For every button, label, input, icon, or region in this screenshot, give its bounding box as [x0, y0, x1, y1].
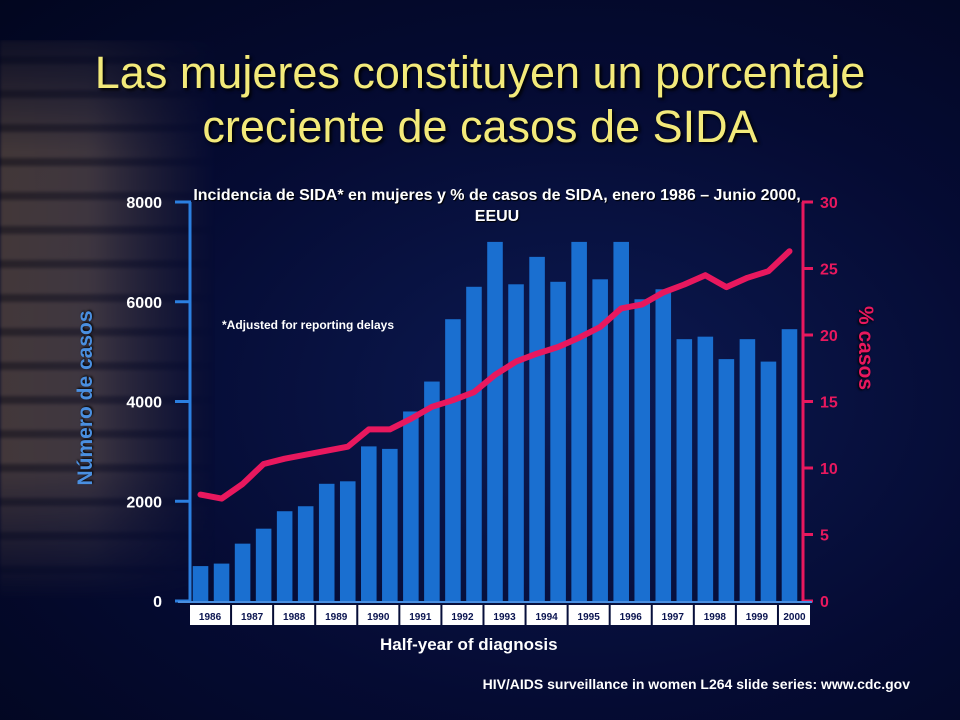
y-axis-right-label: % casos [854, 305, 877, 391]
bar-cases [361, 446, 377, 601]
bar-cases [592, 279, 608, 601]
bar-cases [508, 284, 524, 601]
x-axis-year-label: 1988 [283, 612, 306, 623]
bar-cases [550, 281, 566, 601]
y-axis-left-tick-label: 4000 [126, 395, 162, 412]
y-axis-right-tick-label: 15 [820, 395, 838, 412]
x-axis-year-label: 2000 [783, 612, 806, 623]
x-axis-year-box [484, 605, 525, 625]
y-axis-left-tick-label: 6000 [126, 295, 162, 312]
x-axis-year-label: 1991 [409, 612, 432, 623]
y-axis-left-tick-label: 0 [153, 594, 162, 611]
bar-cases [339, 481, 356, 601]
y-axis-right-tick-label: 0 [820, 594, 829, 611]
x-axis-year-box [652, 605, 693, 625]
y-axis-left-label: Número de casos [74, 310, 97, 486]
bar-cases [697, 336, 714, 601]
x-axis-year-label: 1999 [746, 612, 769, 623]
bar-cases [739, 339, 756, 601]
bar-cases [192, 566, 209, 601]
bar-cases [403, 411, 419, 601]
bar-cases [634, 299, 651, 601]
bar-cases [466, 286, 482, 601]
x-axis-year-label: 1997 [662, 612, 685, 623]
x-axis-year-box [442, 605, 483, 625]
y-axis-right-tick-label: 5 [820, 528, 829, 545]
bar-cases [781, 329, 798, 601]
chart-title: Incidencia de SIDA* en mujeres y % de ca… [193, 187, 801, 225]
bar-cases [424, 381, 440, 601]
bar-cases [297, 506, 314, 601]
line-percent-cases [197, 248, 793, 502]
x-axis-year-box [190, 605, 231, 625]
x-axis-year-box [526, 605, 567, 625]
x-axis-year-label: 1995 [578, 612, 601, 623]
y-axis-left-tick-label: 2000 [126, 494, 162, 511]
x-axis-year-box [274, 605, 315, 625]
slide-title-line-2: creciente de casos de SIDA [202, 101, 758, 152]
x-axis-year-label: 1990 [367, 612, 390, 623]
x-axis-year-box [610, 605, 651, 625]
background-building-photo [0, 40, 215, 600]
x-axis-year-box [568, 605, 609, 625]
y-axis-left-tick-label: 8000 [126, 195, 162, 212]
bar-cases [445, 319, 461, 601]
bar-cases [718, 359, 735, 601]
bar-cases [571, 241, 587, 601]
x-axis-year-label: 1986 [199, 612, 222, 623]
bar-cases [255, 528, 272, 601]
bar-cases [318, 483, 335, 601]
x-axis-year-box [400, 605, 441, 625]
x-axis-year-label: 1993 [493, 612, 516, 623]
x-axis-label: Half-year of diagnosis [380, 635, 558, 654]
y-axis-right-tick-label: 30 [820, 195, 838, 212]
x-axis-year-box [358, 605, 399, 625]
x-axis-year-label: 1998 [704, 612, 727, 623]
x-axis-year-label: 1987 [241, 612, 264, 623]
x-axis-year-box [778, 605, 810, 625]
x-axis-year-box [232, 605, 273, 625]
bar-cases [234, 543, 251, 601]
bar-cases [213, 563, 230, 601]
source-citation: HIV/AIDS surveillance in women L264 slid… [482, 676, 910, 692]
x-axis-year-label: 1989 [325, 612, 348, 623]
bar-cases [487, 241, 503, 601]
x-axis-year-box [736, 605, 777, 625]
bar-cases [655, 289, 672, 601]
bar-cases [676, 339, 693, 601]
slide-title: Las mujeres constituyen un porcentaje cr… [0, 46, 960, 154]
x-axis-year-label: 1994 [535, 612, 558, 623]
bar-cases [760, 361, 777, 601]
bar-cases [382, 448, 398, 601]
y-axis-right-tick-label: 10 [820, 461, 838, 478]
x-axis-year-box [694, 605, 735, 625]
y-axis-right-tick-label: 25 [820, 262, 838, 279]
slide-title-line-1: Las mujeres constituyen un porcentaje [94, 47, 866, 98]
chart-annotation: *Adjusted for reporting delays [222, 318, 395, 332]
bar-cases [529, 256, 545, 601]
x-axis-year-box [316, 605, 357, 625]
x-axis-year-label: 1992 [451, 612, 474, 623]
x-axis-year-label: 1996 [620, 612, 643, 623]
bar-cases [276, 511, 293, 601]
y-axis-right-tick-label: 20 [820, 328, 838, 345]
bar-cases [613, 241, 629, 601]
